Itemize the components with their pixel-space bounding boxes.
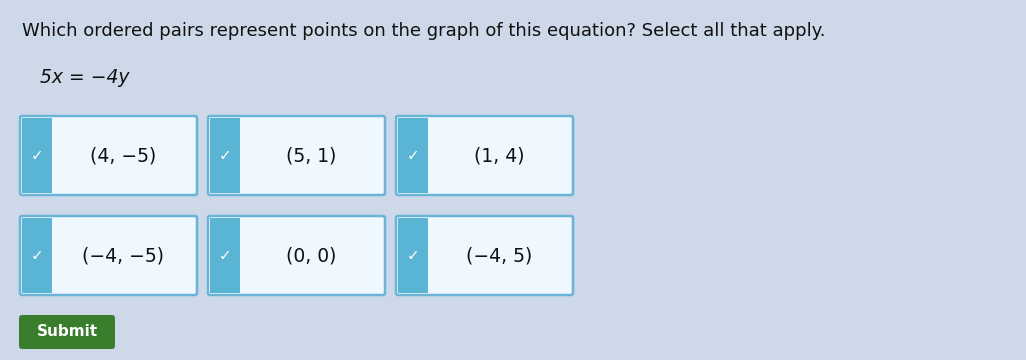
Text: 5x = −4y: 5x = −4y bbox=[40, 68, 129, 87]
Text: (−4, −5): (−4, −5) bbox=[82, 246, 164, 265]
Text: (5, 1): (5, 1) bbox=[286, 146, 337, 165]
Bar bbox=[398, 118, 428, 193]
Bar bbox=[210, 118, 240, 193]
Text: ✓: ✓ bbox=[31, 148, 43, 163]
Text: ✓: ✓ bbox=[219, 248, 232, 263]
FancyBboxPatch shape bbox=[396, 116, 573, 195]
Text: (−4, 5): (−4, 5) bbox=[467, 246, 532, 265]
Text: (0, 0): (0, 0) bbox=[286, 246, 337, 265]
FancyBboxPatch shape bbox=[19, 116, 197, 195]
Bar bbox=[210, 218, 240, 293]
FancyBboxPatch shape bbox=[19, 216, 197, 295]
Text: ✓: ✓ bbox=[406, 248, 420, 263]
Bar bbox=[398, 218, 428, 293]
Text: ✓: ✓ bbox=[31, 248, 43, 263]
Text: (4, −5): (4, −5) bbox=[90, 146, 157, 165]
Bar bbox=[22, 218, 52, 293]
Text: Submit: Submit bbox=[37, 324, 97, 339]
Text: ✓: ✓ bbox=[406, 148, 420, 163]
FancyBboxPatch shape bbox=[208, 216, 385, 295]
Text: ✓: ✓ bbox=[219, 148, 232, 163]
FancyBboxPatch shape bbox=[19, 315, 115, 349]
Bar bbox=[22, 118, 52, 193]
FancyBboxPatch shape bbox=[396, 216, 573, 295]
Text: (1, 4): (1, 4) bbox=[474, 146, 524, 165]
FancyBboxPatch shape bbox=[208, 116, 385, 195]
Text: Which ordered pairs represent points on the graph of this equation? Select all t: Which ordered pairs represent points on … bbox=[22, 22, 826, 40]
